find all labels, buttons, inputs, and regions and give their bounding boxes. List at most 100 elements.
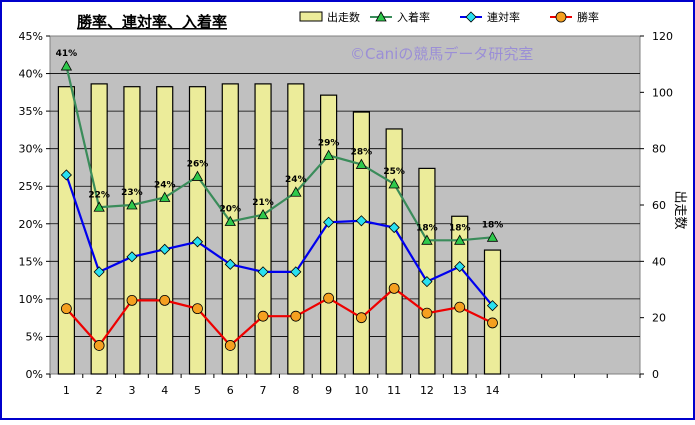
data-label: 24% <box>285 175 307 185</box>
series-line <box>65 286 493 348</box>
data-label: 23% <box>121 188 143 198</box>
grid-lines <box>50 73 640 337</box>
x-tick-label: 1 <box>63 384 70 397</box>
point <box>192 303 203 315</box>
y-left-tick-label: 10% <box>19 293 43 306</box>
point <box>323 292 335 304</box>
series-line <box>65 174 494 307</box>
y-left-tick-label: 30% <box>19 143 43 156</box>
point <box>355 158 368 169</box>
x-tick-label: 11 <box>387 384 401 397</box>
x-tick-label: 6 <box>227 384 234 397</box>
bar <box>418 167 436 375</box>
point <box>257 266 269 278</box>
point <box>355 312 367 324</box>
point <box>486 300 499 312</box>
point <box>159 243 171 255</box>
point <box>421 276 433 288</box>
y-right-tick-label: 40 <box>652 255 666 268</box>
bar <box>57 86 75 375</box>
point <box>224 340 236 351</box>
data-label: 22% <box>88 190 110 200</box>
legend-label: 入着率 <box>397 10 430 24</box>
x-tick-label: 3 <box>128 384 135 397</box>
bar <box>483 249 502 375</box>
x-tick-label: 7 <box>260 384 267 397</box>
y-left-tick-label: 0% <box>26 368 43 381</box>
point <box>126 199 138 210</box>
point <box>322 149 335 160</box>
point <box>454 301 466 313</box>
point <box>191 236 204 248</box>
y-right-tick-label: 120 <box>652 30 673 43</box>
data-label: 24% <box>154 180 176 190</box>
point <box>388 282 400 294</box>
point <box>290 266 302 278</box>
point <box>375 11 387 22</box>
y-left-tick-label: 45% <box>19 30 43 43</box>
data-label: 25% <box>383 167 405 177</box>
y-left-tick-label: 5% <box>26 330 43 343</box>
data-label: 28% <box>351 147 373 157</box>
point <box>290 186 302 197</box>
data-label: 29% <box>318 138 340 148</box>
data-label: 18% <box>482 220 504 230</box>
x-tick-label: 2 <box>96 384 103 397</box>
x-tick-label: 14 <box>486 384 500 397</box>
legend-label: 出走数 <box>327 10 360 24</box>
point <box>60 169 72 181</box>
data-label: 41% <box>56 49 78 59</box>
point <box>191 170 204 181</box>
data-label: 20% <box>220 205 242 215</box>
point <box>224 258 236 270</box>
bar <box>221 83 239 375</box>
data-label: 26% <box>187 159 209 169</box>
y-right-axis-title: 出走数 <box>672 190 687 229</box>
point <box>454 234 466 245</box>
bar <box>451 215 469 375</box>
point <box>421 307 433 319</box>
x-tick-label: 10 <box>354 384 368 397</box>
y-left-tick-label: 20% <box>19 218 43 231</box>
watermark: ©Caniの競馬データ研究室 <box>350 45 533 63</box>
y-right-tick-label: 0 <box>652 368 659 381</box>
data-label: 21% <box>252 198 274 208</box>
y-left-tick-label: 15% <box>19 255 43 268</box>
bar <box>287 83 305 375</box>
data-label: 18% <box>416 223 438 233</box>
y-left-tick-label: 35% <box>19 105 43 118</box>
y-right-tick-label: 60 <box>652 199 666 212</box>
point <box>465 11 477 23</box>
point <box>93 340 105 351</box>
point <box>290 310 302 322</box>
bar <box>123 86 141 375</box>
point <box>454 261 466 273</box>
bar <box>385 128 403 375</box>
data-label: 18% <box>449 223 471 233</box>
x-tick-label: 4 <box>161 384 168 397</box>
bar-series <box>57 83 502 375</box>
point <box>126 294 138 306</box>
point <box>487 317 498 329</box>
axes: 0% 5% 10% 15% 20% 25% 30% 35% 40% 45% 0 20 40 60 80 100… <box>19 30 673 397</box>
x-tick-label: 5 <box>194 384 201 397</box>
bar <box>320 94 338 375</box>
bar <box>352 111 370 375</box>
chart-title: 勝率、連対率、入着率 <box>77 13 227 31</box>
y-left-tick-label: 25% <box>19 180 43 193</box>
y-right-tick-label: 100 <box>652 86 673 99</box>
legend-swatch <box>299 11 323 22</box>
point <box>257 310 269 322</box>
x-tick-label: 13 <box>453 384 467 397</box>
point <box>93 201 105 212</box>
series-line <box>65 65 493 242</box>
x-tick-label: 9 <box>325 384 332 397</box>
point <box>60 60 73 71</box>
point <box>224 215 236 226</box>
point <box>421 234 433 245</box>
point <box>486 231 499 242</box>
x-tick-label: 8 <box>292 384 299 397</box>
point <box>60 303 72 315</box>
